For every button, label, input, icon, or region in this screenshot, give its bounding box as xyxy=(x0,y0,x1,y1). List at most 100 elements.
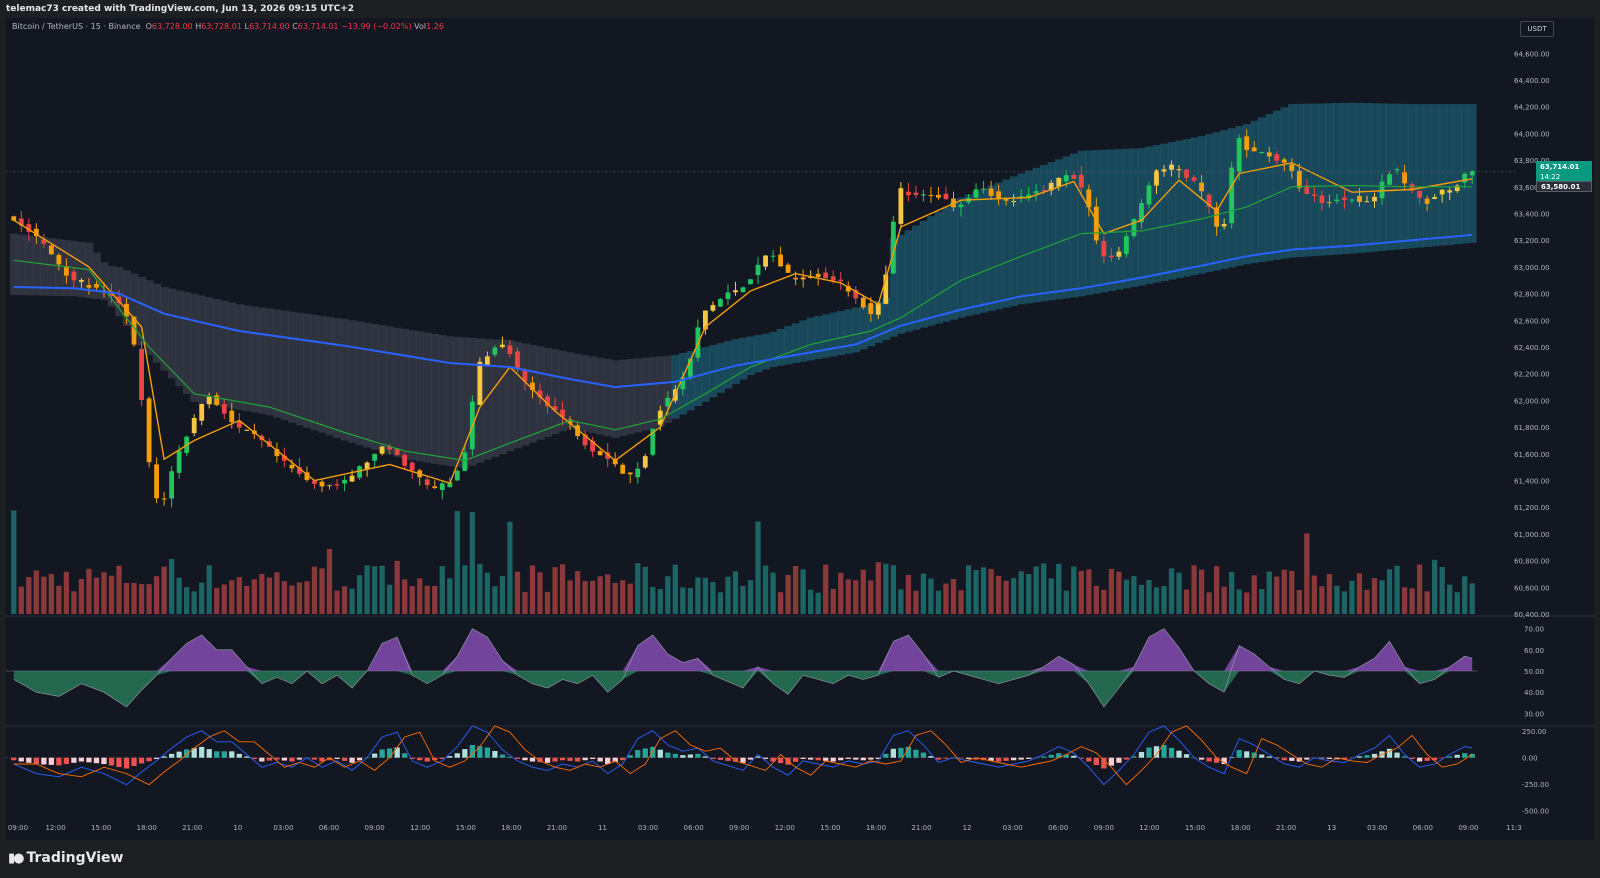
macd-histogram-bar xyxy=(281,757,288,761)
macd-histogram-bar xyxy=(1356,756,1363,758)
cloud-segment xyxy=(814,315,823,360)
volume-bar xyxy=(86,568,92,614)
cloud-segment xyxy=(912,225,921,330)
cloud-segment xyxy=(47,238,56,296)
macd-histogram-bar xyxy=(943,757,949,759)
cloud-segment xyxy=(461,337,470,469)
line-price-tag: 63,580.01 xyxy=(1536,181,1592,192)
cloud-segment xyxy=(994,182,1003,310)
cloud-segment xyxy=(649,357,658,429)
volume-bar xyxy=(544,591,551,614)
rsi-oversold-area xyxy=(13,671,1473,707)
cloud-segment xyxy=(340,318,349,441)
macd-histogram-bar xyxy=(725,757,731,761)
candle-body xyxy=(748,279,753,285)
volume-bar xyxy=(1439,566,1445,614)
candle-body xyxy=(139,348,144,401)
candle-body xyxy=(1221,224,1227,227)
candle-body xyxy=(26,224,32,232)
candle-body xyxy=(1139,203,1144,223)
tradingview-logo[interactable]: ▮● TradingView xyxy=(8,850,124,866)
volume-bar xyxy=(477,563,483,614)
time-axis-tick: 21:00 xyxy=(182,824,202,832)
volume-bar xyxy=(71,591,77,614)
cloud-segment xyxy=(288,311,297,423)
time-axis-tick: 15:00 xyxy=(1185,824,1205,832)
chart-area[interactable]: 64,600.00 64,400.00 64,200.00 64,000.00 63,8… xyxy=(6,18,1594,840)
cloud-segment xyxy=(656,356,665,428)
candle-body xyxy=(71,271,77,281)
volume-bar xyxy=(1101,589,1107,614)
macd-histogram-bar xyxy=(394,747,400,758)
cloud-segment xyxy=(1070,153,1079,298)
candle-body xyxy=(492,347,498,355)
macd-histogram-bar xyxy=(695,753,701,758)
macd-histogram-bar xyxy=(1349,757,1355,759)
macd-histogram-bar xyxy=(63,757,70,765)
volume-bar xyxy=(875,562,881,614)
candle-body xyxy=(304,472,310,480)
currency-button[interactable]: USDT xyxy=(1520,21,1554,37)
volume-bar xyxy=(1311,575,1317,614)
candle-body xyxy=(63,265,69,276)
rsi-axis-tick: 50.00 xyxy=(1524,668,1544,676)
time-axis-tick: 21:00 xyxy=(911,824,931,832)
macd-histogram-bar xyxy=(1123,757,1130,760)
cloud-segment xyxy=(1054,159,1064,300)
candle-body xyxy=(1086,189,1092,208)
macd-histogram-bar xyxy=(995,757,1002,762)
candle-body xyxy=(725,292,731,299)
symbol-label[interactable]: Bitcoin / TetherUS · 15 · Binance xyxy=(12,22,141,31)
volume-bar xyxy=(1447,584,1453,614)
macd-histogram-bar xyxy=(1416,757,1423,762)
price-axis-tick: 61,400.00 xyxy=(1514,478,1550,486)
candle-body xyxy=(1251,147,1257,152)
time-axis-tick: 18:00 xyxy=(866,824,886,832)
volume-bar xyxy=(1432,559,1438,614)
candle-body xyxy=(1439,189,1445,195)
high-label: H xyxy=(195,22,202,31)
volume-bar xyxy=(341,586,348,614)
macd-histogram-bar xyxy=(274,757,280,760)
macd-histogram-bar xyxy=(853,757,859,760)
candle-body xyxy=(500,344,505,348)
candle-body xyxy=(154,464,160,499)
cloud-segment xyxy=(175,290,184,387)
time-axis-tick: 18:00 xyxy=(1230,824,1250,832)
candle-body xyxy=(18,218,24,226)
macd-histogram-bar xyxy=(41,757,47,765)
vol-label: Vol xyxy=(414,22,427,31)
macd-histogram-bar xyxy=(454,753,460,758)
candle-body xyxy=(281,455,287,461)
cloud-segment xyxy=(258,307,267,414)
candle-body xyxy=(1093,206,1099,241)
candle-body xyxy=(33,228,39,237)
macd-histogram-bar xyxy=(913,749,919,758)
cloud-segment xyxy=(581,355,590,432)
cloud-segment xyxy=(25,235,34,296)
volume-bar xyxy=(777,592,784,614)
macd-histogram-bar xyxy=(890,748,896,758)
candle-body xyxy=(1274,154,1280,161)
macd-histogram-bar xyxy=(1108,757,1115,766)
candle-body xyxy=(454,470,460,481)
chart-svg[interactable]: 64,600.00 64,400.00 64,200.00 64,000.00 63,8… xyxy=(6,18,1594,840)
volume-bar xyxy=(439,566,445,614)
volume-bar xyxy=(657,588,663,614)
volume-bar xyxy=(1296,589,1302,614)
volume-bar xyxy=(920,573,927,614)
volume-bar xyxy=(1153,587,1160,614)
volume-bar xyxy=(845,579,851,614)
cloud-segment xyxy=(551,349,560,435)
candle-body xyxy=(357,466,362,478)
candle-body xyxy=(1236,137,1242,172)
macd-histogram-bar xyxy=(1281,757,1287,761)
cloud-segment xyxy=(776,329,785,366)
volume-bar xyxy=(432,585,438,614)
macd-histogram-bar xyxy=(153,757,160,759)
macd-histogram-bar xyxy=(341,757,348,761)
candle-body xyxy=(620,464,626,474)
time-axis-tick: 09:00 xyxy=(8,824,28,832)
volume-bar xyxy=(1221,586,1227,614)
cloud-segment xyxy=(1273,110,1282,260)
